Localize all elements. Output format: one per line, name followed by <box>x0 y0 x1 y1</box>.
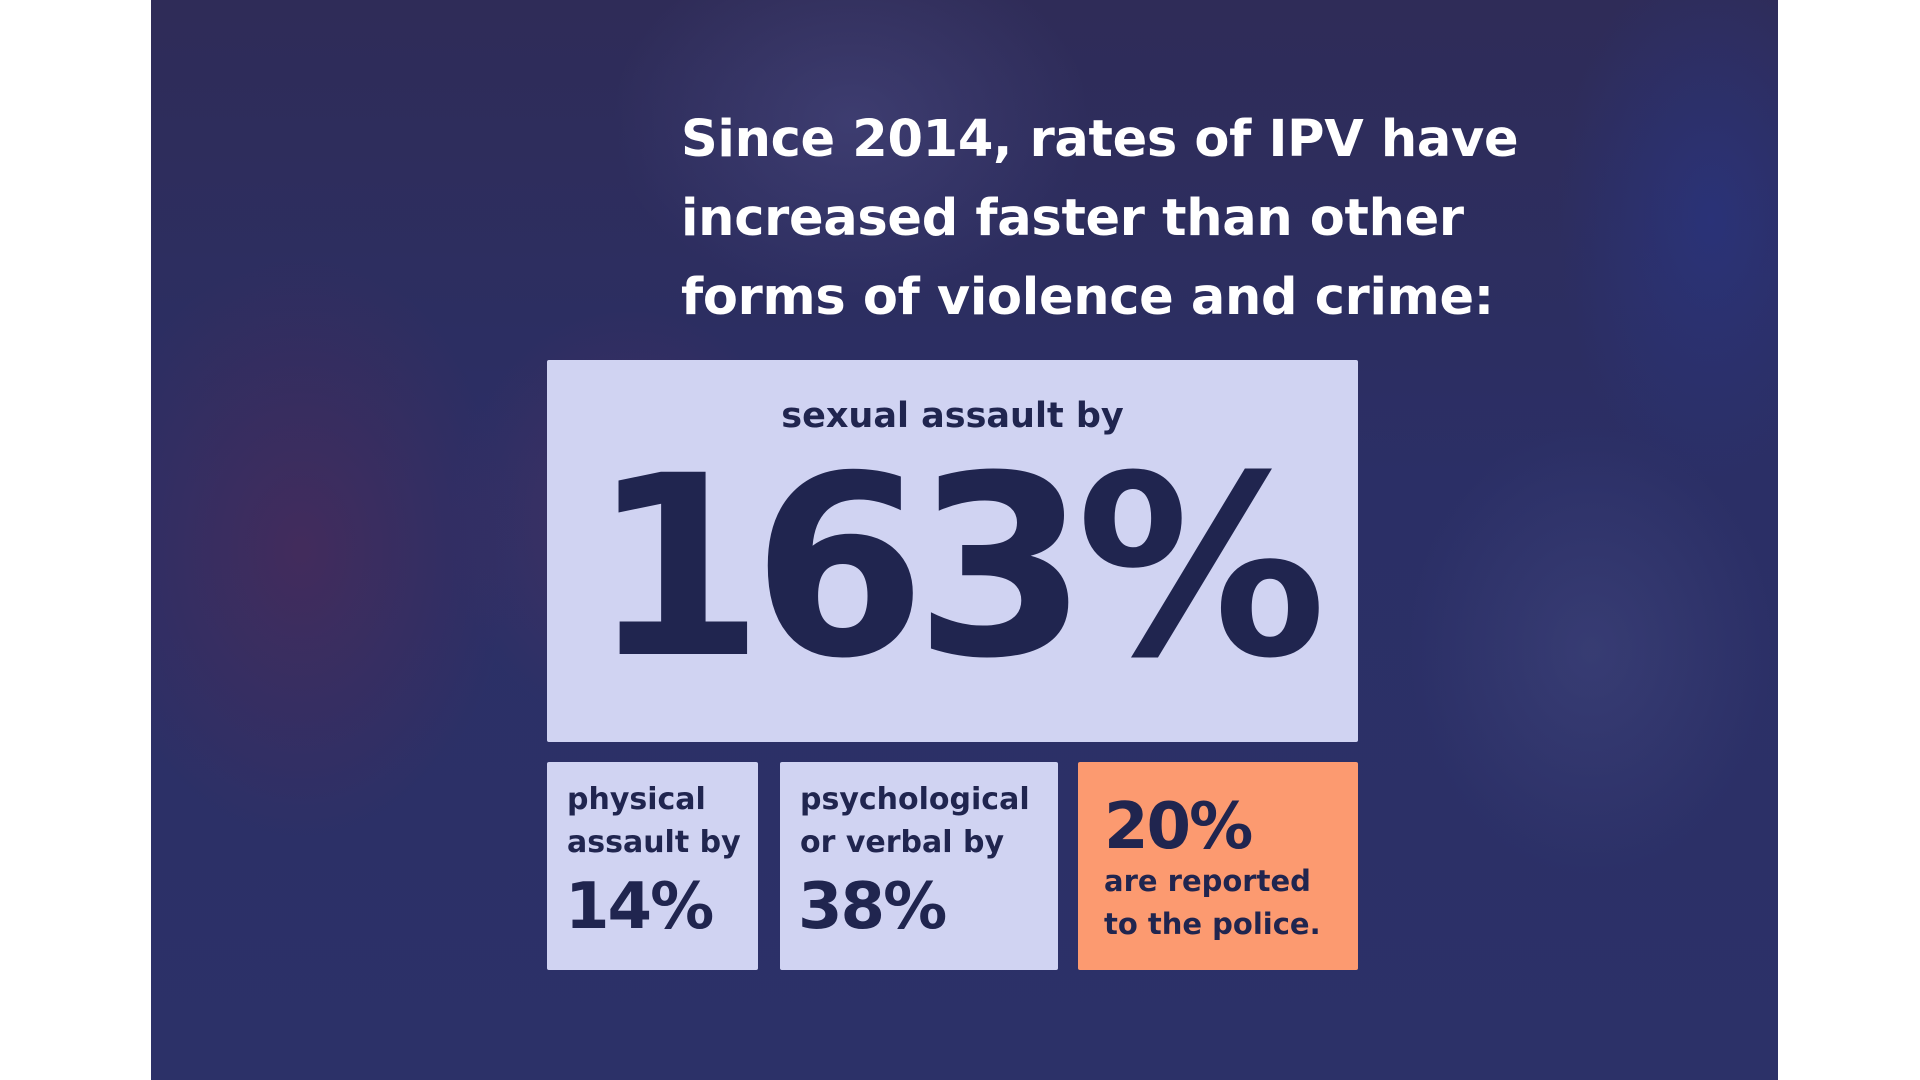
sexual-assault-label: sexual assault by <box>781 396 1124 436</box>
psychological-stat-card: psychological or verbal by 38% <box>780 762 1058 970</box>
psychological-value: 38% <box>798 870 947 944</box>
headline-line-1: Since 2014, rates of IPV have <box>681 110 1519 169</box>
psychological-label: psychological or verbal by <box>800 778 1060 864</box>
psychological-label-line-1: psychological <box>800 782 1030 817</box>
reported-stat-card: 20% are reported to the police. <box>1078 762 1358 970</box>
sexual-assault-stat-card: sexual assault by 163% <box>547 360 1358 742</box>
reported-label-line-1: are reported <box>1104 864 1311 898</box>
headline-line-2: increased faster than other <box>681 189 1464 248</box>
physical-assault-value: 14% <box>565 870 714 944</box>
reported-value: 20% <box>1104 790 1253 864</box>
physical-assault-label-line-1: physical <box>567 782 706 817</box>
physical-assault-label-line-2: assault by <box>567 825 741 860</box>
sexual-assault-value: 163% <box>590 422 1326 713</box>
reported-label: are reported to the police. <box>1104 860 1354 946</box>
physical-assault-label: physical assault by <box>567 778 827 864</box>
headline-line-3: forms of violence and crime: <box>681 268 1494 327</box>
reported-label-line-2: to the police. <box>1104 907 1321 941</box>
physical-assault-stat-card: physical assault by 14% <box>547 762 758 970</box>
psychological-label-line-2: or verbal by <box>800 825 1005 860</box>
headline: Since 2014, rates of IPV have increased … <box>681 100 1541 337</box>
